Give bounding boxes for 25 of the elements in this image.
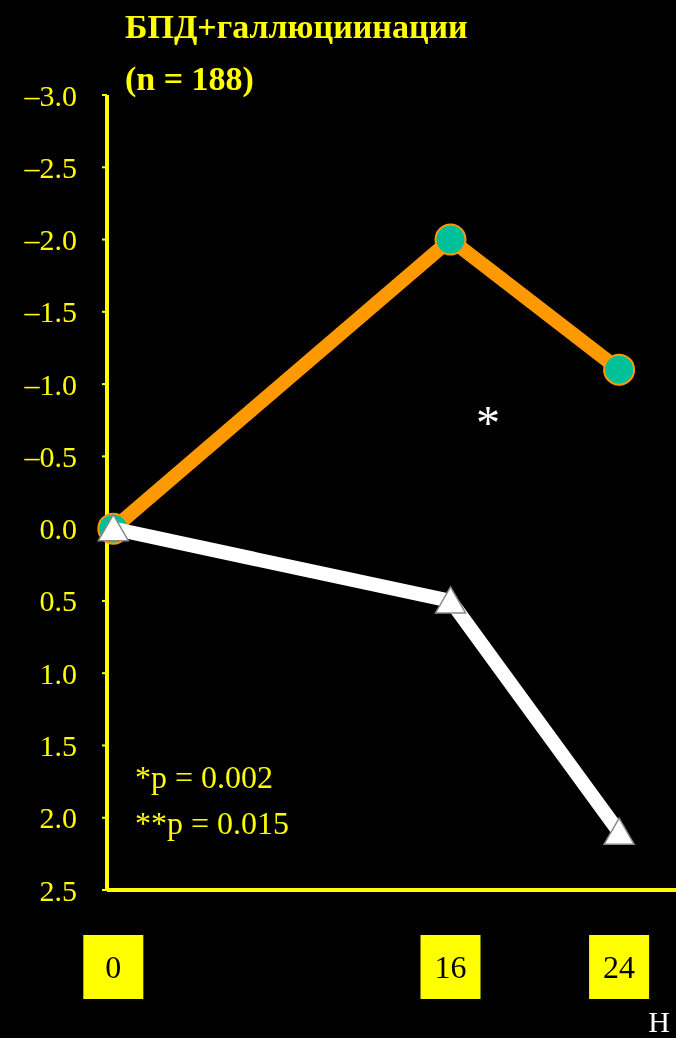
x-axis-title: Н — [648, 1005, 670, 1038]
x-tick-label: 0 — [105, 949, 122, 986]
y-tick-label: 1.5 — [39, 728, 77, 762]
y-tick-label: –1.0 — [23, 367, 77, 401]
point — [603, 353, 636, 386]
y-tick-label: –3.0 — [23, 78, 77, 112]
y-tick-label: 2.5 — [39, 873, 77, 907]
x-tick-label: 16 — [434, 949, 467, 986]
y-tick-label: 0.0 — [39, 512, 77, 546]
annotation: **p = 0.015 — [135, 805, 290, 841]
annotation: *p = 0.002 — [135, 759, 274, 795]
point — [434, 586, 467, 614]
annotation: * — [476, 395, 500, 449]
point — [434, 223, 467, 256]
y-tick-label: –1.5 — [23, 295, 77, 329]
point — [603, 817, 635, 845]
y-tick-label: 2.0 — [39, 801, 77, 835]
y-tick-label: 0.5 — [39, 584, 77, 618]
chart-subtitle: (n = 188) — [125, 60, 254, 98]
y-tick-label: –2.5 — [23, 150, 77, 184]
y-tick-label: 1.0 — [39, 656, 77, 690]
chart-title: БПД+галлюциинации — [125, 8, 468, 45]
x-tick-label: 24 — [603, 949, 636, 986]
y-tick-label: –0.5 — [23, 439, 77, 473]
y-tick-label: –2.0 — [23, 223, 77, 257]
